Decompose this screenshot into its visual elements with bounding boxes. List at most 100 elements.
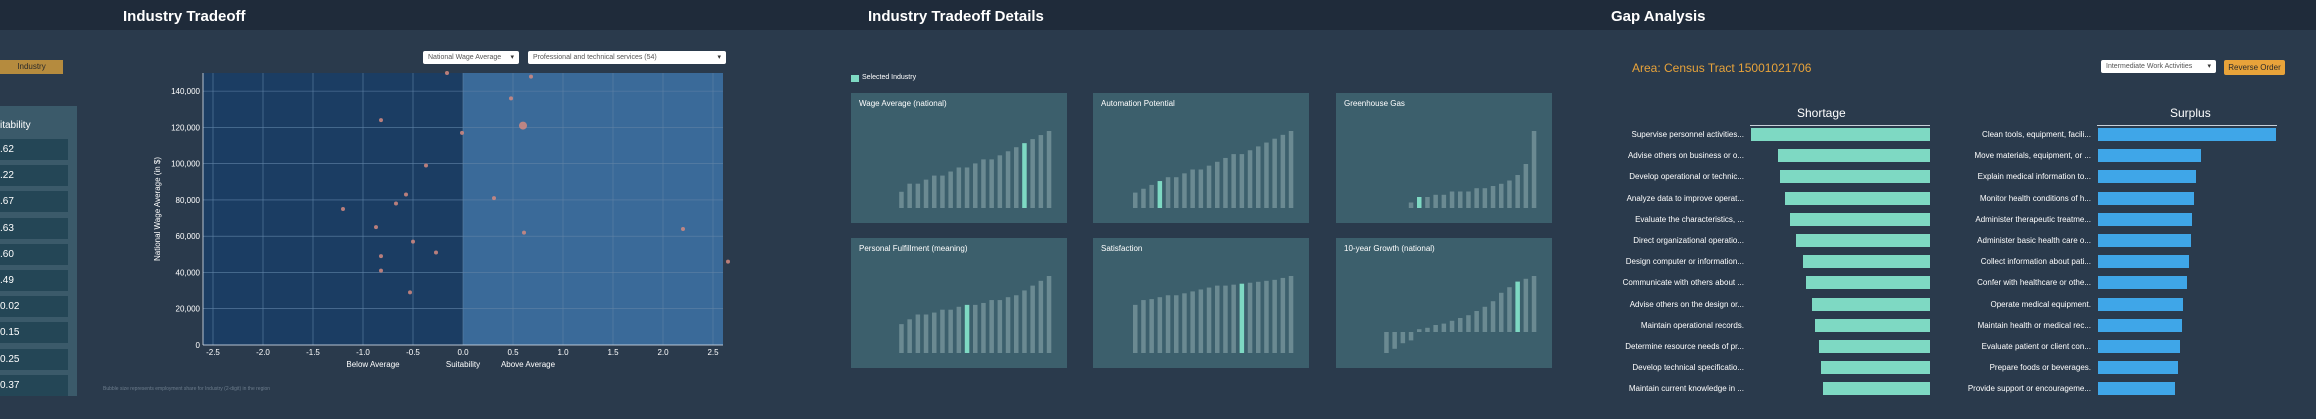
shortage-bar[interactable] xyxy=(1785,191,1930,205)
shortage-label: Communicate with others about ... xyxy=(1622,278,1744,288)
y-tick-label: 120,000 xyxy=(171,123,200,132)
suitability-row[interactable]: 0.37 xyxy=(0,374,68,396)
shortage-bar[interactable] xyxy=(1822,382,1930,396)
scatter-point xyxy=(394,201,398,206)
above-average-region xyxy=(463,73,723,345)
metric-dropdown[interactable]: National Wage Average ▾ xyxy=(423,51,519,64)
detail-card: Satisfaction xyxy=(1093,238,1309,368)
shortage-bar[interactable] xyxy=(1790,212,1930,226)
shortage-bar[interactable] xyxy=(1795,234,1930,247)
industry-bar xyxy=(1499,292,1504,332)
x-axis-title: Suitability xyxy=(446,360,480,369)
surplus-label: Maintain health or medical rec... xyxy=(1977,320,2091,330)
x-tick-label: 2.0 xyxy=(657,348,669,357)
suitability-row[interactable]: .67 xyxy=(0,191,68,213)
surplus-bar[interactable] xyxy=(2098,318,2182,332)
shortage-bar[interactable] xyxy=(1811,297,1930,311)
x-tick-label: 0.5 xyxy=(507,348,519,357)
industry-bar xyxy=(923,314,929,353)
x-tick-label: -1.0 xyxy=(356,348,370,357)
scatter-point xyxy=(341,207,345,211)
industry-bar xyxy=(1408,202,1414,208)
detail-card: Automation Potential xyxy=(1093,93,1309,223)
surplus-bar[interactable] xyxy=(2098,191,2195,205)
shortage-bar[interactable] xyxy=(1815,318,1930,332)
industry-bar xyxy=(1030,139,1035,208)
shortage-label: Supervise personnel activities... xyxy=(1631,130,1745,139)
industry-bar xyxy=(981,159,986,208)
suitability-row[interactable]: .60 xyxy=(0,243,68,265)
shortage-label: Design computer or information... xyxy=(1625,257,1744,267)
surplus-bar[interactable] xyxy=(2098,382,2175,396)
industry-bar xyxy=(1531,131,1537,208)
surplus-bar[interactable] xyxy=(2098,340,2180,353)
industry-bar xyxy=(1264,142,1269,208)
suitability-row[interactable]: .22 xyxy=(0,165,68,187)
suitability-row[interactable]: 0.15 xyxy=(0,322,68,344)
scatter-footnote: Bubble size represents employment share … xyxy=(103,386,271,392)
industry-bar xyxy=(1038,280,1044,353)
surplus-label: Explain medical information to... xyxy=(1977,172,2091,182)
suitability-row[interactable]: 0.02 xyxy=(0,296,68,318)
shortage-bar[interactable] xyxy=(1819,340,1930,353)
industry-bar xyxy=(973,163,978,208)
surplus-label: Administer therapeutic treatme... xyxy=(1975,214,2091,224)
gap-activity-dropdown[interactable]: Intermediate Work Activities ▾ xyxy=(2101,60,2216,73)
detail-bar-chart xyxy=(1408,131,1537,208)
industry-bar xyxy=(1256,146,1261,208)
industry-bar xyxy=(1507,180,1512,208)
shortage-bar[interactable] xyxy=(1806,276,1930,290)
industry-bar xyxy=(1223,157,1228,208)
surplus-bar[interactable] xyxy=(2098,128,2276,141)
surplus-bar[interactable] xyxy=(2098,361,2179,375)
suitability-row[interactable]: .63 xyxy=(0,217,68,239)
suitability-row[interactable]: 0.25 xyxy=(0,348,68,370)
scatter-point xyxy=(379,268,383,273)
industry-bar xyxy=(1198,169,1204,208)
x-tick-label: -2.5 xyxy=(206,348,220,357)
shortage-bar[interactable] xyxy=(1802,255,1930,269)
industry-bar xyxy=(948,171,953,208)
industry-bar xyxy=(1030,285,1035,353)
shortage-bar[interactable] xyxy=(1777,149,1930,163)
detail-card-title: Greenhouse Gas xyxy=(1344,99,1405,108)
surplus-bar[interactable] xyxy=(2098,170,2196,184)
scatter-point xyxy=(519,121,527,130)
suitability-row[interactable]: .62 xyxy=(0,139,68,160)
shortage-label: Determine resource needs of pr... xyxy=(1625,342,1744,351)
industry-bar xyxy=(1149,184,1154,208)
industry-bar xyxy=(1474,311,1479,332)
industry-bar xyxy=(923,179,929,208)
industry-bar xyxy=(1272,138,1277,208)
industry-bar xyxy=(1174,177,1179,208)
industry-bar xyxy=(1466,315,1471,332)
industry-button[interactable]: Industry xyxy=(0,60,63,74)
scatter-point xyxy=(492,196,496,201)
industry-bar xyxy=(973,304,978,353)
industry-bar xyxy=(915,314,921,353)
industry-bar xyxy=(956,306,962,353)
surplus-bar[interactable] xyxy=(2098,297,2184,311)
surplus-bar[interactable] xyxy=(2098,212,2193,226)
shortage-axis-line xyxy=(1750,125,1930,126)
detail-card-title: Automation Potential xyxy=(1101,99,1175,108)
surplus-bar[interactable] xyxy=(2098,234,2191,247)
industry-bar xyxy=(1005,297,1011,353)
industry-bar xyxy=(932,175,937,208)
industry-bar xyxy=(981,302,986,353)
industry-bar xyxy=(1458,318,1463,332)
surplus-bar[interactable] xyxy=(2098,255,2189,269)
industry-dropdown[interactable]: Professional and technical services (54)… xyxy=(528,51,726,64)
surplus-bar[interactable] xyxy=(2098,276,2187,290)
surplus-bar[interactable] xyxy=(2098,149,2202,163)
shortage-bar[interactable] xyxy=(1779,170,1930,184)
shortage-bar[interactable] xyxy=(1820,361,1930,375)
reverse-order-button[interactable]: Reverse Order xyxy=(2224,60,2285,75)
industry-bar xyxy=(1499,183,1504,208)
industry-bar xyxy=(1231,154,1236,208)
shortage-label: Advise others on business or o... xyxy=(1627,151,1744,161)
surplus-label: Monitor health conditions of h... xyxy=(1979,193,2091,203)
industry-bar xyxy=(1482,306,1488,332)
suitability-row[interactable]: .49 xyxy=(0,270,68,291)
shortage-bar[interactable] xyxy=(1751,128,1930,141)
